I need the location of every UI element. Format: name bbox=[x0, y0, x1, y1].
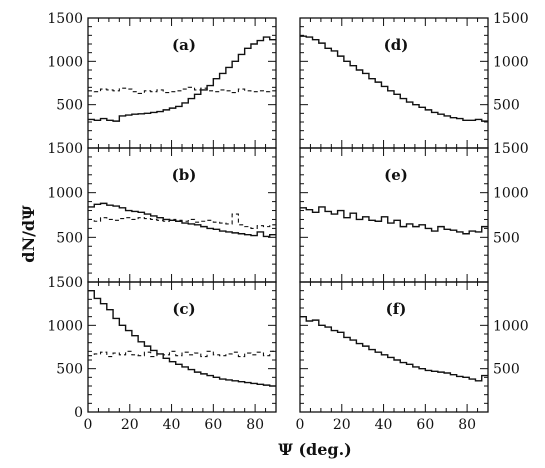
x-tick-label: 80 bbox=[458, 417, 476, 433]
panel-e: 500 1000 1500 (e) bbox=[299, 141, 529, 283]
histogram-solid bbox=[300, 206, 488, 235]
histogram-solid bbox=[300, 35, 488, 122]
y-tick-label: 1000 bbox=[493, 186, 529, 202]
x-tick-label: 20 bbox=[121, 417, 139, 433]
histogram-solid bbox=[88, 289, 276, 387]
x-tick-label: 80 bbox=[246, 417, 264, 433]
y-tick-label: 1000 bbox=[493, 54, 529, 70]
y-tick-label: 0 bbox=[74, 405, 83, 421]
histogram-solid bbox=[300, 315, 488, 382]
y-tick-label: 1500 bbox=[493, 141, 529, 157]
panel-label: (e) bbox=[384, 166, 408, 184]
panel-c: 0 500 1000 1500 0 20 40 60 80 (c) bbox=[47, 275, 277, 433]
panel-d: 500 1000 1500 (d) bbox=[299, 11, 529, 149]
histogram-solid bbox=[88, 202, 276, 238]
panel-label: (a) bbox=[172, 36, 196, 54]
y-tick-label: 1500 bbox=[493, 11, 529, 27]
panels-group: 500 1000 1500 (a) 500 1000 1500 (d) 500 1000 1500 (… bbox=[47, 11, 528, 433]
x-tick-label: 0 bbox=[296, 417, 305, 433]
y-tick-label: 1000 bbox=[47, 318, 83, 334]
histogram-dashed bbox=[88, 86, 276, 94]
y-tick-label: 500 bbox=[493, 98, 520, 114]
y-tick-label: 1500 bbox=[47, 141, 83, 157]
panel-label: (f) bbox=[386, 300, 407, 318]
y-tick-label: 500 bbox=[493, 230, 520, 246]
x-tick-label: 0 bbox=[84, 417, 93, 433]
x-tick-label: 40 bbox=[375, 417, 393, 433]
x-tick-label: 60 bbox=[416, 417, 434, 433]
panel-b: 500 1000 1500 (b) bbox=[47, 141, 277, 283]
histogram-dashed bbox=[88, 350, 276, 358]
y-tick-label: 1500 bbox=[47, 275, 83, 291]
y-tick-label: 1000 bbox=[47, 54, 83, 70]
x-axis-title: Ψ (deg.) bbox=[278, 440, 351, 459]
histogram-solid bbox=[88, 36, 276, 122]
x-tick-label: 40 bbox=[163, 417, 181, 433]
y-axis-title: dN/dΨ bbox=[19, 205, 38, 263]
y-tick-label: 1000 bbox=[493, 318, 529, 334]
y-tick-label: 1500 bbox=[47, 11, 83, 27]
panel-label: (c) bbox=[172, 300, 195, 318]
y-tick-label: 500 bbox=[493, 362, 520, 378]
panel-label: (d) bbox=[384, 36, 409, 54]
panel-label: (b) bbox=[172, 166, 197, 184]
panel-f: 500 1000 0 20 40 60 80 (f) bbox=[296, 281, 529, 433]
y-tick-label: 500 bbox=[56, 230, 83, 246]
panel-a: 500 1000 1500 (a) bbox=[47, 11, 277, 149]
x-tick-label: 20 bbox=[333, 417, 351, 433]
y-tick-label: 1000 bbox=[47, 186, 83, 202]
y-tick-label: 500 bbox=[56, 362, 83, 378]
histogram-dashed bbox=[88, 213, 276, 229]
y-tick-label: 500 bbox=[56, 98, 83, 114]
x-tick-label: 60 bbox=[204, 417, 222, 433]
